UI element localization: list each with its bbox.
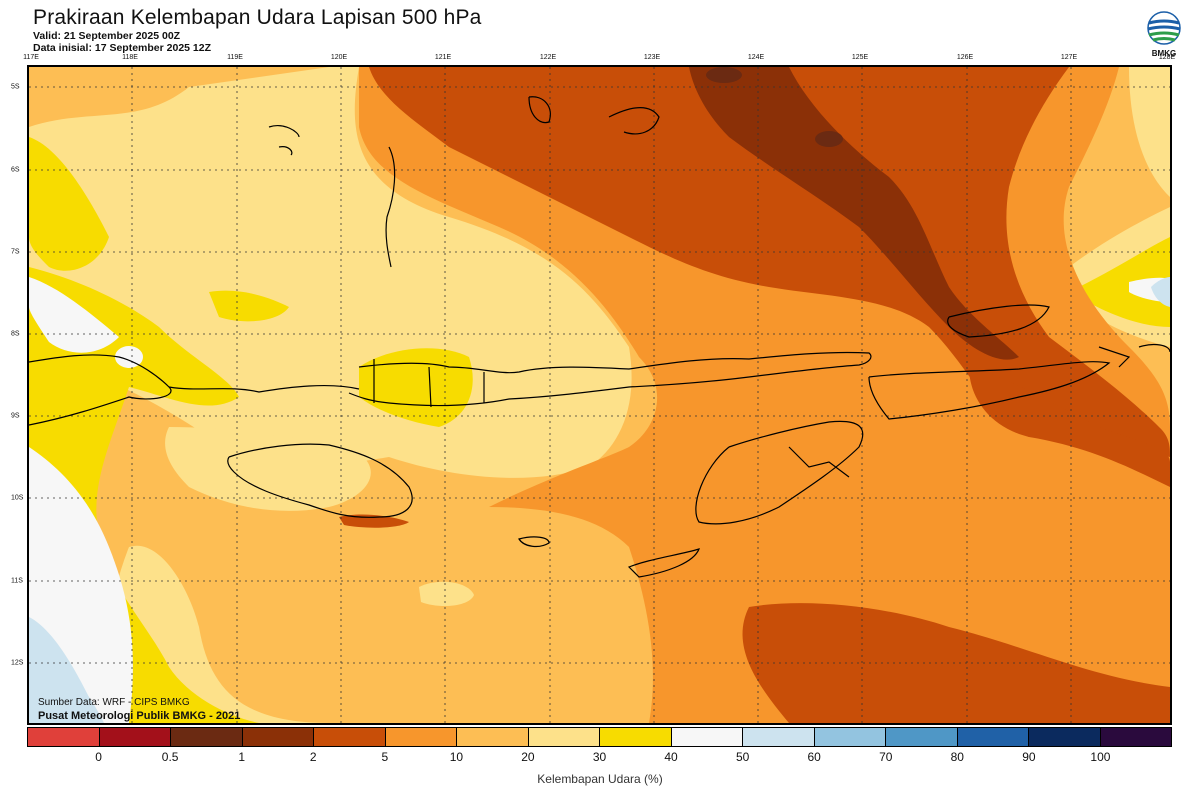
legend-tick-label: 60 [807, 750, 821, 764]
band-40-50-small [209, 290, 289, 322]
legend-tick-label: 90 [1022, 750, 1036, 764]
band-2-5 [689, 67, 1019, 360]
coast-sumba [227, 443, 413, 518]
band-40-50-east [1079, 237, 1170, 327]
coast-timor-sea-line [868, 361, 1111, 420]
lon-label-120: 120E [330, 54, 348, 61]
lon-label-121: 121E [434, 54, 452, 61]
coastlines [29, 96, 1170, 578]
lat-label-6s: 6S [11, 166, 20, 174]
lon-label-117: 117E [23, 54, 39, 61]
lat-label-5s: 5S [11, 83, 20, 91]
coast-sawu [518, 536, 550, 548]
band-60-70-sw [29, 617, 104, 723]
legend-tick-label: 40 [664, 750, 678, 764]
lon-label-122: 122E [539, 54, 557, 61]
band-1-2-north [706, 67, 742, 83]
legend-swatch [314, 728, 386, 746]
init-time: Data inisial: 17 September 2025 12Z [33, 42, 212, 54]
legend-swatch [671, 728, 743, 746]
lon-label-124: 124E [747, 54, 765, 61]
lon-label-123: 123E [643, 54, 661, 61]
band-1-2-patch [815, 131, 843, 147]
lon-label-126: 126E [956, 54, 974, 61]
lon-label-127: 127E [1060, 54, 1078, 61]
legend-swatch [28, 728, 100, 746]
band-30-40-center [165, 427, 371, 511]
legend-swatch [814, 728, 886, 746]
legend-swatch [528, 728, 600, 746]
coast-flores [348, 351, 872, 407]
legend-swatch [99, 728, 171, 746]
humidity-map [27, 65, 1172, 725]
lat-label-8s: 8S [11, 330, 20, 338]
legend-tick-label: 2 [309, 750, 317, 764]
legend-colorbar [27, 727, 1172, 747]
legend-tick-label: 70 [879, 750, 893, 764]
band-40-50-central [359, 348, 473, 427]
legend-tick-label: 0 [95, 750, 102, 764]
legend-swatch [457, 728, 529, 746]
legend-tick-label: 1 [238, 750, 246, 764]
valid-time: Valid: 21 September 2025 00Z [33, 30, 181, 42]
band-50-60-patch [115, 346, 143, 368]
band-60-70-e [1151, 277, 1170, 307]
legend-swatch [1029, 728, 1101, 746]
lon-label-118: 118E [122, 54, 138, 61]
page-title: Prakiraan Kelembapan Udara Lapisan 500 h… [33, 6, 482, 29]
legend-swatch [385, 728, 457, 746]
legend-tick-label: 5 [381, 750, 389, 764]
legend-tick-label: 50 [735, 750, 750, 764]
band-40-50-nw [29, 137, 109, 271]
legend-tick-label: 100 [1090, 750, 1111, 764]
bmkg-logo: BMKG [1144, 10, 1184, 58]
legend-swatch [886, 728, 958, 746]
legend-swatch [242, 728, 314, 746]
band-30-40-patch [419, 581, 474, 607]
legend-swatch [171, 728, 243, 746]
lon-label-125: 125E [851, 54, 869, 61]
legend-tick-label: 10 [449, 750, 464, 764]
legend-swatch [1100, 728, 1171, 746]
band-5-10 [369, 67, 1170, 457]
map-canvas [29, 67, 1170, 723]
logo-text: BMKG [1152, 49, 1176, 58]
credit-source: Sumber Data: WRF - CIPS BMKG [38, 697, 190, 708]
lon-label-119: 119E [227, 54, 243, 61]
bmkg-globe-icon: BMKG [1147, 11, 1181, 58]
lat-label-10s: 10S [11, 494, 24, 502]
lat-label-9s: 9S [11, 412, 20, 420]
band-5-10-patch [339, 514, 409, 528]
lat-label-12s: 12S [11, 659, 24, 667]
legend-swatch [743, 728, 815, 746]
lat-label-7s: 7S [11, 248, 20, 256]
legend-tick-label: 0.5 [161, 750, 179, 764]
legend-swatch [957, 728, 1029, 746]
credit-org: Pusat Meteorologi Publik BMKG - 2021 [38, 710, 241, 722]
lat-label-11s: 11S [11, 577, 23, 585]
lon-label-128: 128E [1158, 54, 1176, 61]
coast-rote [627, 548, 701, 578]
legend-tick-label: 20 [521, 750, 535, 764]
legend-swatch [600, 728, 672, 746]
legend-title: Kelembapan Udara (%) [537, 772, 663, 786]
graticule [29, 67, 1170, 723]
band-5-10-south [742, 603, 1170, 723]
band-30-40-ne [1129, 67, 1170, 197]
legend-tick-label: 30 [592, 750, 607, 764]
coast-wetar [947, 304, 1050, 338]
coast-sulawesi-sw [385, 146, 396, 268]
coast-timor-west [695, 420, 864, 525]
legend-tick-label: 80 [950, 750, 964, 764]
